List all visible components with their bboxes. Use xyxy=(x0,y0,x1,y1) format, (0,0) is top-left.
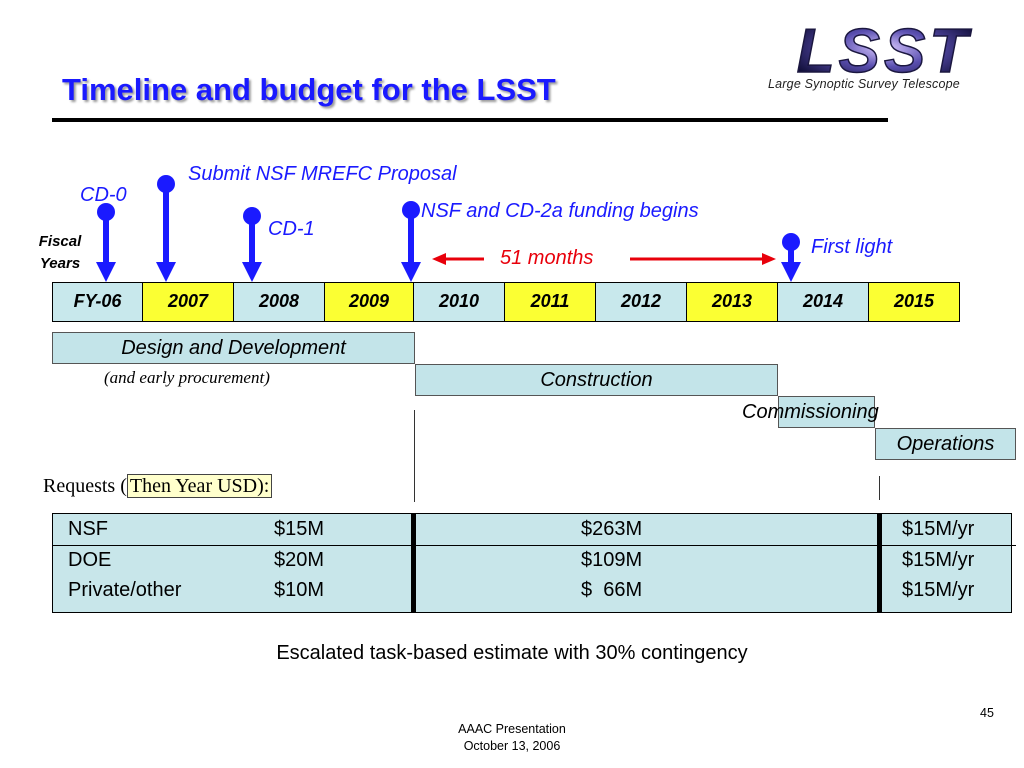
cd1-marker xyxy=(242,207,262,282)
cd0-marker xyxy=(96,203,116,282)
estimate-note: Escalated task-based estimate with 30% c… xyxy=(276,642,748,664)
table-separator xyxy=(877,513,882,613)
guide-line xyxy=(879,476,880,500)
first-light-marker xyxy=(781,233,801,282)
title-underline xyxy=(52,118,888,122)
fiscal-years-label: Fiscal Years xyxy=(22,231,98,275)
phase-design: Design and Development xyxy=(52,332,415,364)
table-cell-construction: $109M xyxy=(581,549,643,571)
logo-subtitle: Large Synoptic Survey Telescope xyxy=(768,77,960,91)
phase-design-subtitle: (and early procurement) xyxy=(104,368,270,387)
year-cell: 2010 xyxy=(413,282,505,322)
table-cell-early: $15M xyxy=(274,518,325,540)
fiscal-label-line2: Years xyxy=(39,255,81,272)
year-cell: 2007 xyxy=(142,282,234,322)
table-cell-operations: $15M/yr xyxy=(902,549,975,571)
year-cell: 2014 xyxy=(777,282,869,322)
first-light-label: First light xyxy=(811,236,893,258)
phase-commissioning-label: Commissioning xyxy=(742,401,879,423)
phase-operations: Operations xyxy=(875,428,1016,460)
presentation-name: AAAC Presentation xyxy=(458,722,566,736)
guide-line xyxy=(414,410,415,502)
phase-commissioning-bar xyxy=(778,396,875,428)
months-span-label: 51 months xyxy=(500,247,594,269)
table-cell-source: NSF xyxy=(68,518,108,540)
nsf-cd2a-marker xyxy=(401,201,421,282)
table-cell-construction: $263M xyxy=(581,518,643,540)
table-cell-early: $10M xyxy=(274,579,325,601)
table-cell-early: $20M xyxy=(274,549,325,571)
table-cell-operations: $15M/yr xyxy=(902,579,975,601)
year-cell: 2013 xyxy=(686,282,778,322)
requests-label-prefix: Requests ( xyxy=(43,475,127,497)
submit-nsf-label: Submit NSF MREFC Proposal xyxy=(188,163,457,185)
table-cell-source: Private/other xyxy=(68,579,182,601)
slide-title: Timeline and budget for the LSST xyxy=(62,72,556,107)
cd1-label: CD-1 xyxy=(268,218,315,240)
table-cell-source: DOE xyxy=(68,549,112,571)
months-span-arrows xyxy=(432,253,776,265)
cd0-label: CD-0 xyxy=(80,184,127,206)
phase-construction: Construction xyxy=(415,364,778,396)
year-cell: 2009 xyxy=(324,282,414,322)
page-number: 45 xyxy=(980,706,994,720)
lsst-logo: LSST xyxy=(796,22,973,87)
presentation-date: October 13, 2006 xyxy=(463,739,561,753)
table-divider xyxy=(52,545,1016,546)
milestone-markers xyxy=(96,175,801,282)
submit-nsf-marker xyxy=(156,175,176,282)
year-cell: FY-06 xyxy=(52,282,143,322)
requests-table xyxy=(52,513,1012,613)
year-cell: 2011 xyxy=(504,282,596,322)
year-cell: 2008 xyxy=(233,282,325,322)
requests-label-highlight: Then Year USD): xyxy=(126,474,273,498)
table-cell-operations: $15M/yr xyxy=(902,518,975,540)
table-separator xyxy=(411,513,416,613)
year-cell: 2015 xyxy=(868,282,960,322)
requests-label: Requests (Then Year USD): xyxy=(43,474,273,498)
year-cell: 2012 xyxy=(595,282,687,322)
fiscal-label-line1: Fiscal xyxy=(38,233,82,250)
logo-wordmark: LSST xyxy=(797,22,973,86)
nsf-cd2a-label: NSF and CD-2a funding begins xyxy=(421,200,699,222)
table-cell-construction: $ 66M xyxy=(581,579,643,601)
